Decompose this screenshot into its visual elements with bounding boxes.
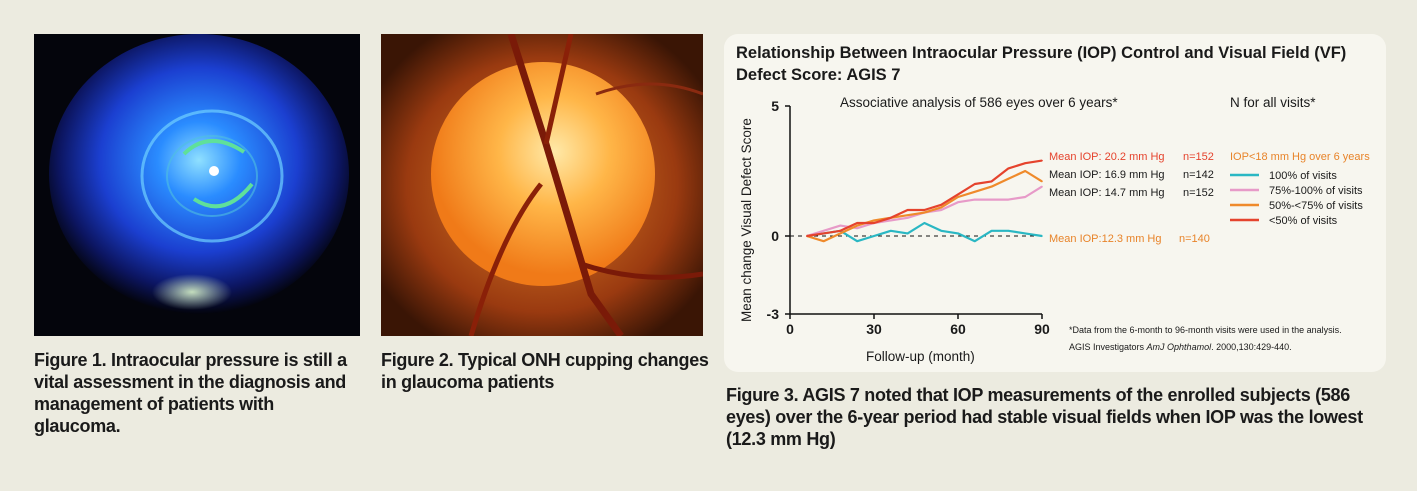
series-3-point-1: [822, 232, 825, 235]
series-1-point-9: [957, 201, 959, 203]
optic-nerve-head-photo: [381, 34, 703, 336]
series-2-point-12: [1007, 178, 1010, 180]
x-tick-label-0: 0: [786, 321, 794, 337]
chart-axes: [789, 106, 1042, 315]
series-1-point-8: [940, 209, 942, 211]
citation-suffix: . 2000,130:429-440.: [1211, 342, 1292, 352]
chart-subtitle: Associative analysis of 586 eyes over 6 …: [840, 95, 1118, 110]
series-0-point-9: [957, 232, 959, 235]
legend-label-1: 75%-100% of visits: [1269, 185, 1363, 197]
series-3-point-2: [839, 230, 842, 232]
y-tick-label-0: 5: [771, 98, 779, 114]
series-3-point-11: [990, 180, 993, 183]
series-line-1: [806, 185, 1043, 238]
series-0-point-7: [923, 222, 926, 224]
series-annotation-2: Mean IOP: 16.9 mm Hg: [1049, 169, 1165, 181]
series-0-point-14: [1041, 235, 1043, 237]
citation-prefix: AGIS Investigators: [1069, 342, 1147, 352]
series-0-point-5: [890, 230, 892, 232]
gonioscopy-image: [34, 34, 360, 336]
series-2-point-6: [906, 214, 909, 216]
series-1-point-11: [990, 198, 993, 201]
fundus-image: [381, 34, 703, 336]
series-1-point-2: [839, 224, 842, 227]
gonioscopy-photo: [34, 34, 360, 336]
series-1-point-10: [974, 198, 976, 201]
series-1-point-5: [890, 219, 892, 222]
series-2-point-13: [1024, 170, 1026, 172]
series-3-point-14: [1041, 159, 1043, 162]
series-0-point-8: [940, 230, 942, 232]
series-2-point-10: [974, 191, 976, 193]
chart-legend: 100% of visits 75%-100% of visits 50%-<75%…: [1230, 170, 1363, 227]
series-2-point-1: [822, 240, 825, 242]
series-3-point-4: [873, 222, 875, 224]
series-2-point-14: [1041, 180, 1043, 183]
x-axis-label: Follow-up (month): [866, 349, 975, 364]
series-3-point-13: [1024, 162, 1026, 164]
series-0-point-3: [856, 240, 858, 242]
figure-3-caption: Figure 3. AGIS 7 noted that IOP measurem…: [726, 385, 1363, 449]
chart-title: Relationship Between Intraocular Pressur…: [736, 44, 1347, 84]
legend-subheading: IOP<18 mm Hg over 6 years: [1230, 151, 1370, 163]
series-3-point-3: [856, 222, 858, 224]
series-lines: [806, 159, 1043, 243]
legend-label-2: 50%-<75% of visits: [1269, 200, 1363, 212]
series-annotation-0: Mean IOP:12.3 mm Hg: [1049, 233, 1162, 245]
series-n-1: n=152: [1183, 187, 1214, 199]
series-2-point-8: [940, 206, 942, 209]
series-n-3: n=152: [1183, 151, 1214, 163]
citation-journal: AmJ Ophthamol: [1146, 342, 1213, 352]
series-0-point-6: [906, 232, 909, 235]
series-2-point-3: [856, 224, 858, 227]
chart-panel: [724, 34, 1386, 372]
series-2-point-4: [873, 219, 875, 222]
series-1-point-12: [1007, 198, 1010, 201]
series-0-point-12: [1007, 230, 1010, 232]
series-n-0: n=140: [1179, 233, 1210, 245]
series-2-point-9: [957, 196, 959, 198]
x-tick-label-1: 30: [866, 321, 882, 337]
series-3-point-5: [890, 217, 892, 219]
series-2-point-7: [923, 211, 926, 214]
y-tick-label-2: -3: [767, 306, 780, 322]
y-axis-label: Mean change Visual Defect Score: [739, 118, 754, 322]
series-0-point-13: [1024, 232, 1026, 235]
series-1-point-14: [1041, 185, 1043, 188]
series-annotations: Mean IOP:12.3 mm Hg n=140 Mean IOP: 14.7 m…: [1049, 151, 1214, 245]
series-annotation-3: Mean IOP: 20.2 mm Hg: [1049, 151, 1165, 163]
series-3-point-6: [906, 209, 909, 211]
series-1-point-13: [1024, 196, 1026, 198]
series-0-point-4: [873, 235, 875, 237]
legend-heading: N for all visits*: [1230, 95, 1316, 110]
legend-label-0: 100% of visits: [1269, 170, 1337, 182]
series-3-point-8: [940, 204, 942, 206]
footnote: *Data from the 6-month to 96-month visit…: [1069, 325, 1342, 335]
series-0-point-11: [990, 230, 993, 232]
series-2-point-11: [990, 185, 993, 188]
figure-1-caption: Figure 1. Intraocular pressure is still …: [34, 350, 347, 436]
series-2-point-2: [839, 232, 842, 235]
series-3-point-10: [974, 183, 976, 185]
series-line-3: [806, 159, 1043, 238]
legend-label-3: <50% of visits: [1269, 215, 1338, 227]
series-3-point-12: [1007, 167, 1010, 170]
series-1-point-3: [856, 227, 858, 229]
axis-ticks: 0 30 60 90 5 0 -3: [767, 98, 1050, 337]
series-3-point-0: [806, 235, 808, 237]
y-tick-label-1: 0: [771, 228, 779, 244]
x-tick-label-3: 90: [1034, 321, 1050, 337]
series-1-point-1: [822, 230, 825, 232]
citation: AGIS Investigators AmJ Ophthamol. 2000,1…: [1069, 342, 1292, 352]
series-0-point-10: [974, 240, 976, 242]
figure-2-caption: Figure 2. Typical ONH cupping changes in…: [381, 350, 709, 392]
series-1-point-6: [906, 217, 909, 219]
x-tick-label-2: 60: [950, 321, 966, 337]
series-n-2: n=142: [1183, 169, 1214, 181]
series-annotation-1: Mean IOP: 14.7 mm Hg: [1049, 187, 1165, 199]
series-3-point-9: [957, 193, 959, 196]
series-3-point-7: [923, 209, 926, 211]
